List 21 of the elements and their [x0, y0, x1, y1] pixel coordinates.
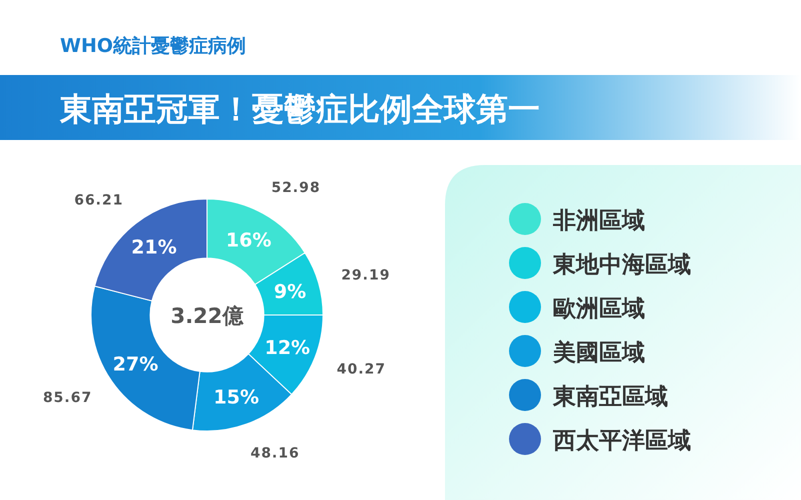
legend-label: 非洲區域 — [552, 208, 645, 234]
legend-label: 東地中海區域 — [552, 252, 691, 278]
legend-label: 歐洲區域 — [553, 296, 645, 322]
data-label: 15% — [214, 386, 260, 408]
data-label: 16% — [226, 229, 272, 252]
chart-title: 東南亞冠軍！憂鬱症比例全球第一 — [59, 90, 540, 128]
text: 40.27 — [336, 362, 386, 378]
text: 48.16 — [250, 445, 300, 462]
legend-label: 美國區域 — [552, 339, 645, 366]
data-label: 21% — [131, 236, 177, 259]
text: 52.98 — [271, 180, 321, 196]
text: 85.67 — [42, 390, 92, 406]
text: 66.21 — [74, 192, 124, 209]
chart-subtitle: WHO統計憂鬱症病例 — [60, 35, 246, 57]
data-label: 12% — [264, 336, 310, 359]
text: 29.19 — [341, 267, 390, 284]
legend-label: 西太平洋區域 — [552, 428, 691, 454]
legend-label: 東南亞區域 — [552, 384, 668, 410]
text: 3.22億 — [170, 304, 244, 328]
data-label: 27% — [112, 354, 158, 376]
data-label: 9% — [274, 280, 306, 303]
